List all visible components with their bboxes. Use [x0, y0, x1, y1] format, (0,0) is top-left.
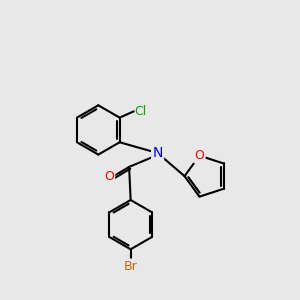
Text: O: O [104, 169, 114, 183]
Text: Cl: Cl [134, 105, 146, 118]
Text: O: O [194, 149, 204, 162]
Text: Br: Br [124, 260, 137, 273]
Text: N: N [152, 146, 163, 160]
